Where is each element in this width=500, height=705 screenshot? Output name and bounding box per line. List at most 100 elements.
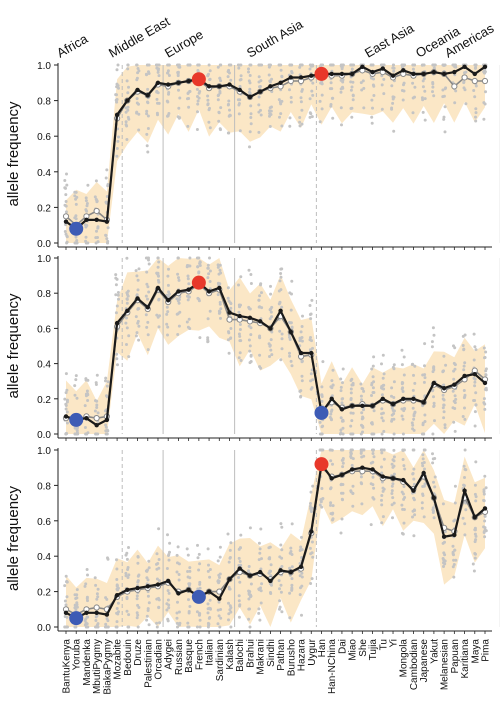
sample-dot [228,108,231,112]
sample-dot [167,267,170,271]
sample-dot [238,305,241,309]
sample-dot [177,610,181,614]
sample-dot [126,115,130,119]
sample-dot [278,300,282,304]
sample-dot [73,606,77,610]
sample-dot [157,67,160,71]
panel-3: 0.0 0.2 0.4 0.6 0.8 1.0 allele frequency [5,446,500,634]
sample-dot [106,380,110,384]
sample-dot [402,464,406,468]
sample-dot [239,74,243,78]
sample-dot [186,274,190,278]
sample-dot [330,63,334,67]
sample-dot [351,98,355,102]
sample-dot [103,625,107,629]
sample-dot [298,120,302,124]
sample-dot [248,87,252,91]
sample-dot [217,119,221,123]
sample-dot [453,429,457,433]
sample-dot [432,94,436,98]
sample-dot [290,565,294,569]
y-tick-label: 0.6 [37,132,51,143]
sample-dot [390,386,394,390]
sample-dot [206,336,210,340]
observed-point [94,217,99,223]
sample-dot [137,102,140,106]
sample-dot [320,487,324,490]
sample-dot [155,625,159,629]
sample-dot [392,396,396,399]
sample-dot [382,372,386,376]
sample-dot [432,333,436,337]
sample-dot [167,558,171,562]
population-label: BiakaPygmy [102,639,113,695]
sample-dot [186,325,190,329]
sample-dot [219,608,223,611]
population-label: Tujia [368,639,379,661]
sample-dot [84,235,88,239]
sample-dot [175,621,179,625]
sample-dot [431,432,435,436]
sample-dot [227,560,231,564]
sample-dot [64,210,68,214]
sample-dot [125,343,128,346]
sample-dot [299,389,303,393]
sample-dot [216,608,220,612]
population-label: Pathan [276,639,287,671]
sample-dot [411,472,415,476]
sample-dot [237,283,240,287]
population-label: Dai [337,639,348,654]
sample-dot [155,313,159,317]
sample-dot [258,618,262,622]
sample-dot [349,107,353,110]
observed-point [257,569,263,575]
sample-dot [371,475,375,479]
observed-point [186,287,191,292]
sample-dot [85,568,89,571]
sample-dot [452,369,456,373]
sample-dot [308,115,312,119]
sample-dot [391,458,395,462]
sample-dot [349,411,353,415]
sample-dot [300,535,303,539]
sample-dot [94,619,98,622]
sample-dot [237,563,241,567]
sample-dot [198,625,202,629]
sample-dot [421,464,425,468]
sample-dot [402,89,406,93]
sample-dot [206,339,210,343]
sample-dot [441,88,445,92]
sample-dot [329,503,332,507]
sample-dot [349,490,353,494]
sample-dot [217,579,221,583]
sample-dot [137,324,141,328]
sample-dot [95,597,99,601]
sample-dot [196,265,200,269]
sample-dot [228,337,232,340]
observed-point [349,467,355,472]
sample-dot [105,617,109,621]
sample-dot [329,412,333,416]
sample-dot [472,569,476,573]
sample-dot [278,329,282,333]
sample-dot [289,96,293,99]
sample-dot [370,367,374,371]
sample-dot [464,508,468,512]
sample-dot [411,63,415,67]
sample-dot [279,275,283,279]
sample-dot [86,183,90,187]
observed-point [339,71,345,77]
sample-dot [270,77,274,81]
sample-dot [104,176,108,180]
sample-dot [349,63,353,67]
sample-dot [299,330,303,334]
sample-dot [126,105,130,109]
population-label: Cambodian [409,639,420,690]
model-point [93,604,100,611]
sample-dot [229,327,233,330]
sample-dot [196,95,199,98]
sample-dot [412,467,416,471]
model-point [461,74,468,81]
sample-dot [237,66,241,70]
y-tick-label: 0.8 [37,289,51,300]
